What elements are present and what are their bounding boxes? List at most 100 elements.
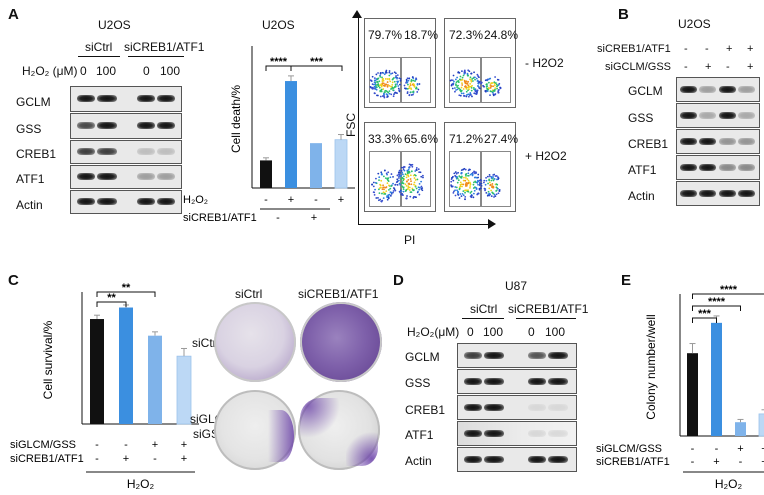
- blot-strip: [676, 155, 760, 180]
- blot-strip: [457, 395, 577, 420]
- blot-strip: [70, 140, 182, 164]
- blot-strip: [676, 181, 760, 206]
- protein-label: ATF1: [16, 172, 45, 186]
- y-axis-label: Colony number/well: [644, 314, 658, 419]
- facs-plot: [444, 18, 516, 108]
- facs-x-axis: [358, 224, 490, 225]
- dose-label: 0: [528, 325, 535, 339]
- group-label-left: siCtrl: [470, 302, 498, 316]
- condition-sign: -: [314, 194, 318, 206]
- condition-sign: -: [691, 443, 695, 455]
- facs-row-label: + H2O2: [525, 149, 567, 163]
- condition-label: siGCLM/GSS: [605, 61, 672, 73]
- condition-sign: +: [311, 212, 317, 224]
- blot-strip: [676, 129, 760, 154]
- condition-sign: +: [181, 439, 187, 451]
- significance-bracket: [692, 293, 764, 299]
- y-axis-label: Cell death/%: [229, 85, 243, 153]
- facs-percent: 33.3%: [368, 132, 403, 146]
- significance-label: ***: [698, 308, 712, 320]
- condition-sign: -: [739, 456, 743, 468]
- x-axis-label: H₂O₂: [127, 477, 155, 491]
- bar: [310, 143, 322, 188]
- facs-percent: 65.6%: [404, 132, 439, 146]
- condition-label: siCREB1/ATF1: [596, 456, 670, 468]
- facs-percent: 72.3%: [449, 28, 484, 42]
- panel-label-a: A: [8, 6, 19, 23]
- facs-plot: [364, 18, 436, 108]
- condition-sign: +: [338, 194, 344, 206]
- dose-label: 100: [545, 325, 566, 339]
- protein-label: Actin: [405, 454, 432, 468]
- condition-sign: -: [691, 456, 695, 468]
- significance-label: **: [122, 282, 131, 294]
- arrow-up-icon: [352, 10, 362, 18]
- bar: [119, 307, 133, 424]
- condition-label: siCREB1/ATF1: [10, 453, 84, 465]
- bar: [148, 335, 162, 424]
- condition-label: siGLCM/GSS: [596, 443, 662, 455]
- blot-strip: [70, 165, 182, 189]
- protein-label: CREB1: [405, 403, 446, 417]
- condition-label: H₂O₂: [183, 194, 208, 206]
- protein-label: GSS: [405, 376, 431, 390]
- protein-label: Actin: [16, 198, 43, 212]
- bar: [711, 322, 722, 436]
- dose-label: 0: [80, 64, 87, 78]
- dose-label: 0: [143, 64, 150, 78]
- protein-label: GCLM: [628, 84, 663, 98]
- sign: -: [684, 43, 688, 55]
- condition-sign: -: [264, 194, 268, 206]
- sign: +: [726, 43, 733, 55]
- condition-label: siCREB1/ATF1: [597, 43, 671, 55]
- group-label-left: siCtrl: [85, 40, 113, 54]
- cell-line-label: U2OS: [678, 17, 711, 31]
- cell-line-label: U87: [505, 279, 528, 293]
- dose-label: 100: [96, 64, 117, 78]
- protein-label: GCLM: [16, 95, 51, 109]
- group-label-right: siCREB1/ATF1: [508, 302, 589, 316]
- blot-strip: [457, 447, 577, 472]
- blot-strip: [70, 86, 182, 112]
- condition-label: siCREB1/ATF1: [183, 212, 257, 224]
- x-axis-label: H₂O₂: [715, 477, 743, 491]
- blot-strip: [676, 77, 760, 102]
- colony-dish: [214, 302, 296, 382]
- facs-y-axis: [358, 14, 359, 224]
- condition-sign: +: [761, 456, 764, 468]
- bar: [687, 353, 698, 436]
- dose-label: 100: [160, 64, 181, 78]
- significance-bracket: [692, 305, 741, 311]
- significance-label: **: [107, 292, 116, 304]
- condition-sign: -: [95, 453, 99, 465]
- blot-strip: [457, 343, 577, 368]
- significance-label: ****: [708, 296, 726, 308]
- panel-label-b: B: [618, 6, 629, 23]
- protein-label: Actin: [628, 189, 655, 203]
- facs-percent: 27.4%: [484, 132, 519, 146]
- condition-sign: -: [715, 443, 719, 455]
- facs-x-label: PI: [404, 233, 416, 247]
- blot-strip: [70, 113, 182, 139]
- sign: -: [684, 61, 688, 73]
- protein-label: ATF1: [405, 428, 434, 442]
- condition-sign: -: [276, 212, 280, 224]
- facs-plot: [364, 122, 436, 212]
- dose-label: 100: [483, 325, 504, 339]
- facs-plot: [444, 122, 516, 212]
- facs-percent: 24.8%: [484, 28, 519, 42]
- group-label-right: siCREB1/ATF1: [124, 40, 205, 54]
- stain-patch: [346, 430, 378, 466]
- significance-bracket: [692, 317, 717, 323]
- dose-label: 0: [467, 325, 474, 339]
- stain-patch: [268, 410, 294, 462]
- significance-label: ****: [270, 56, 288, 68]
- significance-label: ***: [310, 56, 324, 68]
- sign: -: [705, 43, 709, 55]
- cell-line-label: U2OS: [98, 18, 131, 32]
- blot-strip: [676, 103, 760, 128]
- condition-sign: -: [95, 439, 99, 451]
- dish-row-label: siCtrl: [192, 336, 220, 350]
- panel-label-c: C: [8, 272, 19, 289]
